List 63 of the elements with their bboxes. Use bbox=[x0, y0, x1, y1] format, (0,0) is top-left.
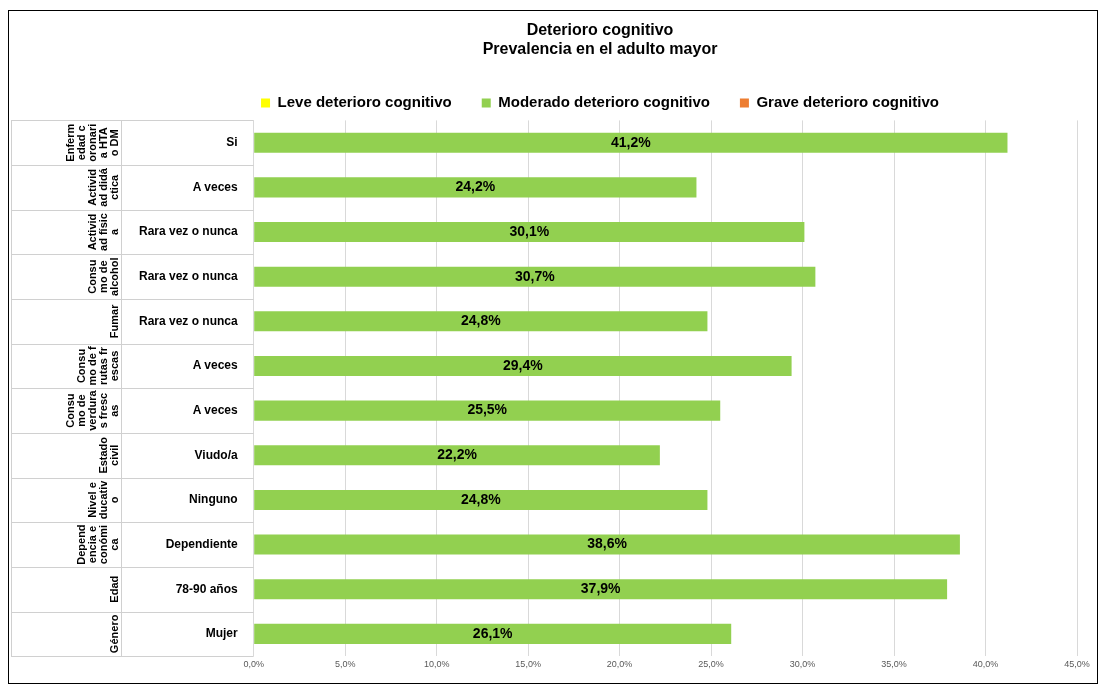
x-tick-label: 10,0% bbox=[423, 659, 450, 670]
y-tick-label: 78-90 años bbox=[175, 581, 239, 596]
legend-label: Leve deterioro cognitivo bbox=[277, 93, 452, 111]
text: Consumo de alcohol bbox=[86, 257, 121, 296]
y-tick-label: Rara vez o nunca bbox=[139, 313, 239, 328]
data-label: 30,7% bbox=[514, 267, 556, 284]
text: Estado civil bbox=[97, 436, 121, 474]
text: Enfermedad coronaria HTA o DM bbox=[64, 123, 121, 162]
x-tick-label: 25,0% bbox=[698, 659, 724, 670]
x-tick-label: 20,0% bbox=[606, 659, 633, 670]
data-label: 41,2% bbox=[610, 133, 652, 150]
y-tick-label: Dependiente bbox=[165, 536, 239, 551]
bar bbox=[254, 221, 805, 243]
bar bbox=[254, 579, 948, 600]
bar bbox=[254, 311, 708, 332]
y-tick-label: Viudo/a bbox=[194, 447, 239, 462]
bar bbox=[254, 623, 732, 644]
y-tick-label: Ninguno bbox=[189, 492, 238, 507]
bar bbox=[254, 534, 960, 555]
text: Edad bbox=[108, 575, 121, 603]
text: Fumar bbox=[108, 303, 121, 339]
y-tick-label: Rara vez o nunca bbox=[139, 224, 239, 239]
data-label: 24,2% bbox=[455, 178, 496, 195]
bar bbox=[254, 489, 708, 510]
data-label: 26,1% bbox=[472, 624, 514, 641]
y-tick-label: Mujer bbox=[205, 626, 239, 641]
text: Actividad física bbox=[86, 213, 121, 251]
bar bbox=[254, 445, 660, 466]
x-tick-label: 0,0% bbox=[243, 659, 264, 670]
y-tick-label: Si bbox=[226, 135, 238, 150]
x-tick-label: 45,0% bbox=[1064, 659, 1090, 670]
text: Actividad didáctica bbox=[86, 167, 121, 207]
legend-label: Moderado deterioro cognitivo bbox=[498, 93, 710, 111]
data-label: 25,5% bbox=[467, 401, 508, 418]
text: Género bbox=[108, 614, 121, 654]
data-label: 22,2% bbox=[437, 446, 478, 463]
bar bbox=[254, 266, 816, 287]
y-tick-label: A veces bbox=[192, 402, 239, 417]
x-tick-label: 30,0% bbox=[789, 659, 816, 670]
bar bbox=[254, 177, 697, 198]
data-label: 37,9% bbox=[580, 580, 622, 597]
data-label: 30,1% bbox=[509, 222, 550, 239]
y-tick-label: Rara vez o nunca bbox=[139, 268, 239, 283]
data-label: 38,6% bbox=[587, 535, 628, 552]
text: Dependencia económica bbox=[75, 524, 121, 565]
data-label: 29,4% bbox=[503, 356, 544, 373]
x-tick-label: 40,0% bbox=[972, 659, 999, 670]
y-tick-label: A veces bbox=[192, 179, 239, 194]
text: Consumo de verduras frescas bbox=[64, 389, 121, 431]
data-label: 24,8% bbox=[460, 312, 502, 329]
chart-title: Deterioro cognitivo bbox=[526, 21, 674, 39]
y-tick-label: A veces bbox=[192, 358, 239, 373]
x-tick-label: 5,0% bbox=[334, 659, 356, 670]
bar bbox=[254, 132, 1008, 153]
data-label: 24,8% bbox=[460, 490, 502, 507]
bar bbox=[254, 400, 721, 421]
x-tick-label: 35,0% bbox=[881, 659, 907, 670]
text: Nivel educativo bbox=[86, 479, 121, 520]
legend-label: Grave deterioro cognitivo bbox=[756, 93, 939, 111]
text: Consumo de frutas frescas bbox=[75, 346, 121, 386]
chart-subtitle: Prevalencia en el adulto mayor bbox=[482, 40, 718, 58]
bar bbox=[254, 355, 792, 377]
x-tick-label: 15,0% bbox=[515, 659, 541, 670]
